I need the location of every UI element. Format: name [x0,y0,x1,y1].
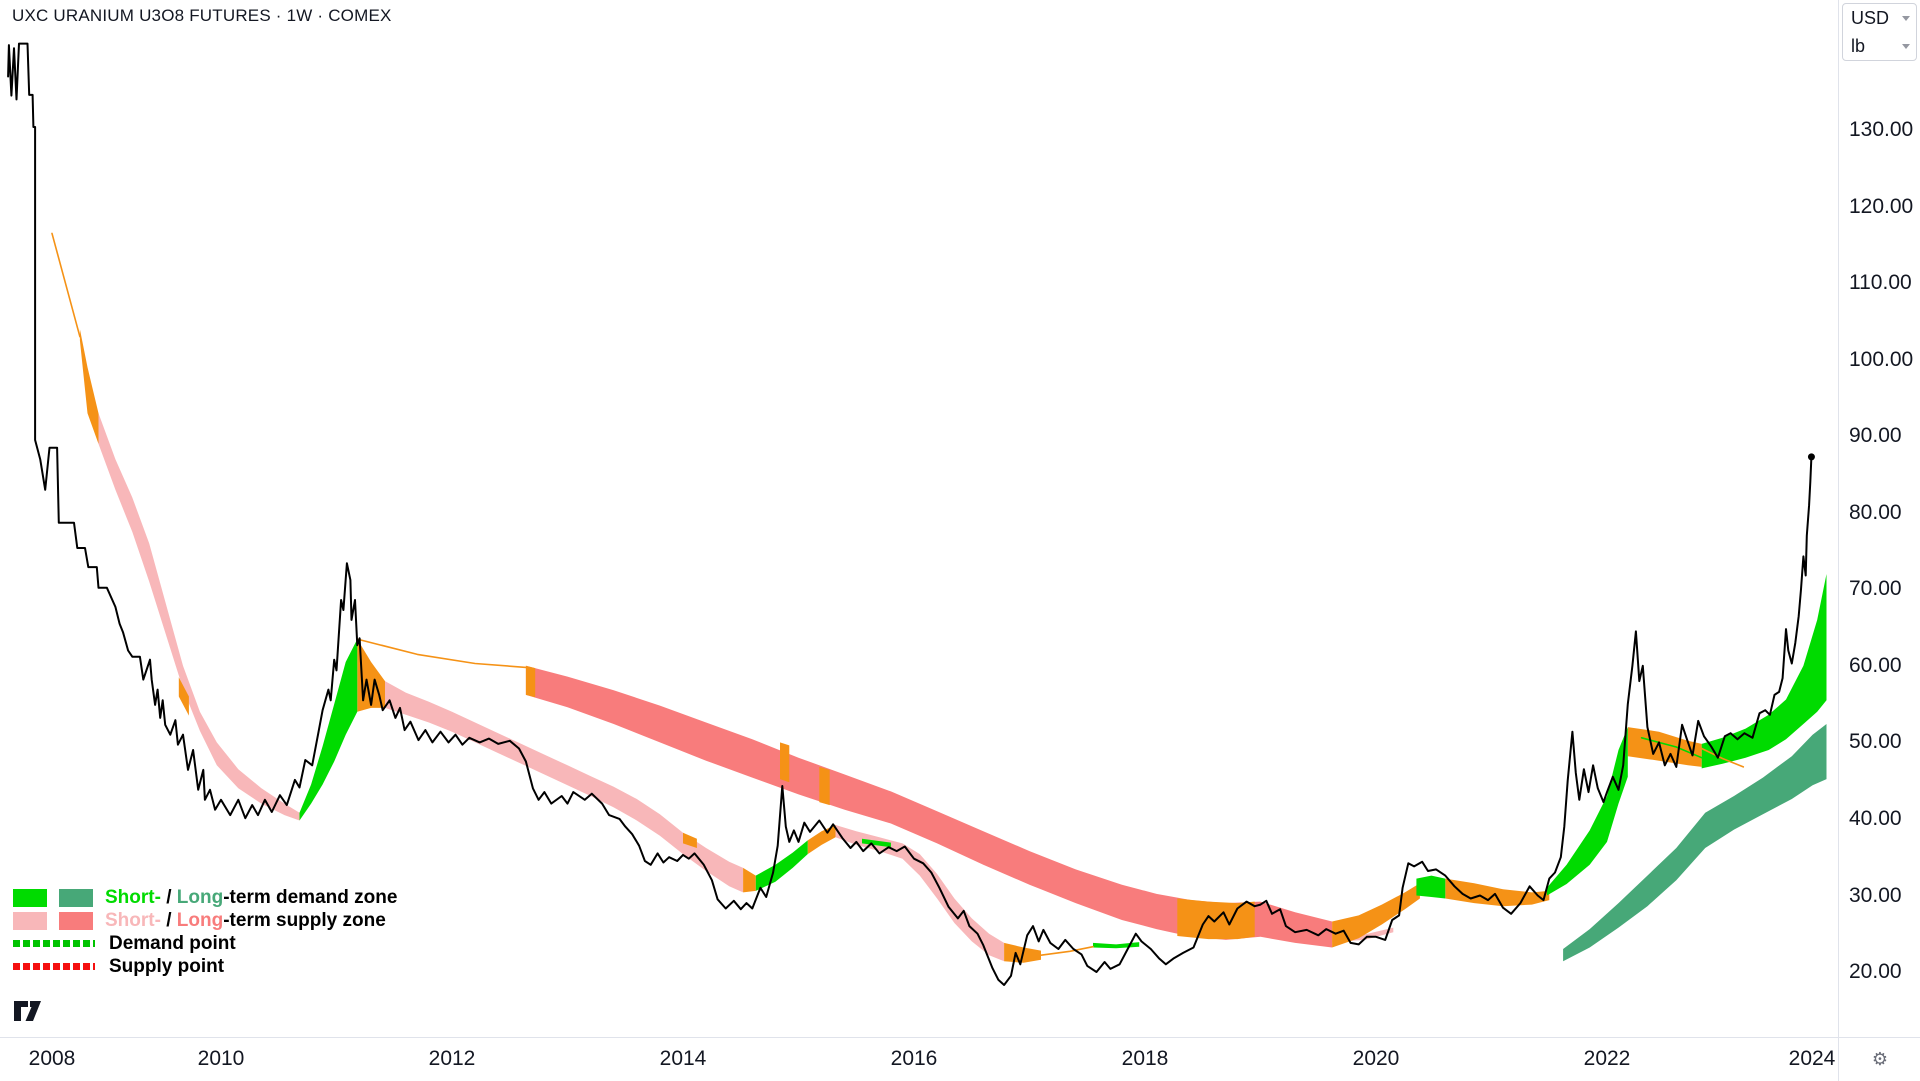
supply-point-line-sample [13,963,95,970]
long-term-demand-swatch [59,888,93,907]
currency-label: USD [1851,7,1890,28]
short-demand-zone [1701,574,1827,769]
price-chart-svg[interactable] [0,0,1838,1037]
price-tick-label: 80.00 [1849,500,1902,524]
price-tick-label: 20.00 [1849,960,1902,983]
short-supply-zone [835,825,1005,962]
chevron-down-icon [1902,15,1910,21]
time-axis[interactable]: 2008 2010 2012 2014 2016 2018 2020 2022 2024 [0,1037,1838,1081]
symbol-title: UXC URANIUM U3O8 FUTURES · 1W · COMEX [12,6,392,25]
unit-selector: USD lb [1842,3,1917,61]
price-tick-label: 50.00 [1849,730,1902,754]
price-tick-label: 60.00 [1849,653,1902,677]
long-term-supply-swatch [59,911,93,930]
supply-zone-label: Short- / Long-term supply zone [105,909,386,931]
short-demand-zone [862,838,891,848]
year-tick-label: 2020 [1352,1047,1400,1070]
indicator-legend: Short- / Long-term demand zone Short- / … [13,886,397,978]
demand-point-line-sample [13,940,95,947]
short-supply-zone [98,413,300,821]
short-demand-zone [1416,875,1446,899]
overlap-zone [79,329,99,444]
overlap-zone [819,766,830,806]
gear-icon[interactable]: ⚙ [1871,1049,1889,1070]
last-price-dot [1807,453,1815,461]
short-demand-zone [755,840,808,891]
unit-select[interactable]: lb [1843,32,1916,60]
short-demand-line [1640,737,1706,760]
overlap-line [51,232,81,338]
price-tick-label: 30.00 [1849,883,1902,907]
year-tick-label: 2012 [428,1047,476,1070]
year-tick-label: 2018 [1121,1047,1169,1070]
overlap-zone [525,665,536,698]
price-tick-label: 110.00 [1849,271,1912,295]
year-tick-label: 2010 [197,1047,245,1070]
overlap-zone [683,832,697,848]
long-demand-zone [1563,724,1827,962]
supply-point-label: Supply point [109,955,225,977]
price-tick-label: 70.00 [1849,577,1902,601]
tradingview-logo[interactable] [14,1001,44,1023]
long-supply-zone [525,665,1333,948]
overlap-zone [780,742,790,783]
price-tick-label: 40.00 [1849,806,1902,830]
price-line [7,42,1813,986]
axis-settings-corner: ⚙ [1838,1037,1920,1081]
price-tick-label: 120.00 [1849,194,1914,218]
unit-label: lb [1851,35,1866,56]
price-axis[interactable]: 140.00130.00120.00110.00100.0090.0080.00… [1838,0,1920,1037]
chevron-down-icon [1902,43,1910,49]
year-tick-label: 2024 [1788,1047,1836,1070]
legend-demand-point-row: Demand point [13,932,397,955]
currency-select[interactable]: USD [1843,4,1916,32]
price-tick-label: 130.00 [1849,118,1914,142]
short-term-supply-swatch [13,911,47,930]
demand-zone-label: Short- / Long-term demand zone [105,886,398,908]
year-tick-label: 2016 [890,1047,938,1070]
demand-point-label: Demand point [109,932,236,954]
price-tick-label: 100.00 [1849,347,1914,371]
short-demand-zone [299,639,358,821]
overlap-zone [1627,727,1702,767]
year-tick-label: 2022 [1583,1047,1631,1070]
legend-supply-point-row: Supply point [13,955,397,978]
overlap-line [1700,747,1745,768]
year-tick-label: 2008 [28,1047,76,1070]
legend-demand-zone-row: Short- / Long-term demand zone [13,886,397,909]
legend-supply-zone-row: Short- / Long-term supply zone [13,909,397,932]
overlap-zone [1332,883,1420,948]
short-demand-zone [1093,942,1140,949]
overlap-line [1040,945,1094,956]
overlap-line [356,638,527,669]
overlap-zone [178,677,189,716]
short-supply-zone [385,681,744,893]
short-term-demand-swatch [13,888,47,907]
price-tick-label: 90.00 [1849,424,1902,448]
chart-canvas[interactable]: UXC URANIUM U3O8 FUTURES · 1W · COMEX Sh… [0,0,1838,1037]
year-tick-label: 2014 [659,1047,707,1070]
short-demand-zone [1546,727,1628,896]
overlap-zone [743,867,756,893]
